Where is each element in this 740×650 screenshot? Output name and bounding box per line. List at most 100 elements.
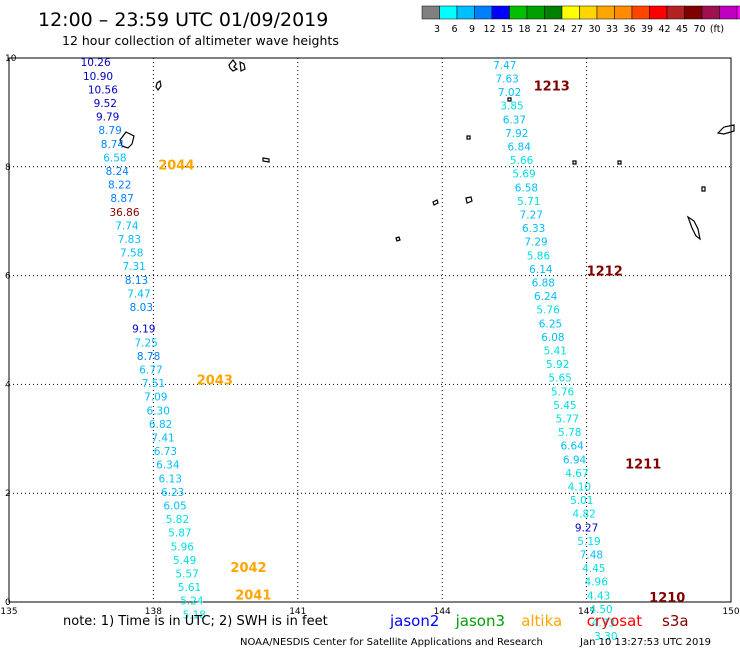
color-swatch <box>544 5 563 20</box>
track-id-label: 2041 <box>235 588 271 603</box>
wave-height-value: 5.92 <box>546 359 569 371</box>
wave-height-value: 7.83 <box>118 234 141 246</box>
color-scale-label: 6 <box>451 24 457 35</box>
color-scale-label: 18 <box>518 24 530 35</box>
wave-height-value: 5.82 <box>166 514 189 526</box>
color-scale-label: 70 <box>693 24 705 35</box>
wave-height-value: 8.03 <box>130 302 153 314</box>
satellite-legend: jason2 jason3 altika cryosat s3a <box>389 612 689 630</box>
wave-height-value: 6.05 <box>163 501 186 513</box>
legend-item-cryosat: cryosat <box>587 612 642 630</box>
island-shape <box>617 160 622 165</box>
island-shape <box>119 131 135 149</box>
wave-height-value: 4.50 <box>589 604 612 616</box>
wave-height-value: 8.13 <box>125 275 148 287</box>
credit-text: NOAA/NESDIS Center for Satellite Applica… <box>240 637 543 648</box>
island-shape <box>395 236 401 242</box>
wave-height-value: 9.52 <box>94 98 117 110</box>
x-tick-label: 144 <box>434 607 451 617</box>
wave-height-value: 6.84 <box>508 141 532 153</box>
wave-height-value: 4.82 <box>572 509 595 521</box>
wave-height-value: 7.63 <box>495 73 518 85</box>
track-id-label: 1210 <box>649 591 685 606</box>
color-scale-label: 24 <box>553 24 565 35</box>
wave-height-value: 6.34 <box>156 460 180 472</box>
wave-height-value: 7.02 <box>498 87 521 99</box>
wave-height-value: 6.82 <box>149 419 172 431</box>
island-shape <box>716 124 735 135</box>
island-shape <box>228 59 239 72</box>
color-swatch <box>456 5 475 20</box>
color-swatch <box>684 5 703 20</box>
wave-height-value: 5.18 <box>183 609 206 621</box>
wave-height-value: 7.29 <box>524 237 547 249</box>
color-swatch <box>596 5 615 20</box>
track-id-label: 2042 <box>230 561 266 576</box>
island-shape <box>262 157 270 163</box>
wave-height-value: 6.33 <box>522 223 545 235</box>
wave-height-value: 8.22 <box>108 180 131 192</box>
color-swatch <box>736 5 740 20</box>
wave-height-value: 6.08 <box>541 332 564 344</box>
wave-height-value: 4.67 <box>565 468 588 480</box>
track-id-label: 1211 <box>625 458 661 473</box>
wave-height-value: 7.92 <box>505 128 528 140</box>
wave-height-value: 7.27 <box>520 209 543 221</box>
wave-height-value: 7.41 <box>151 433 174 445</box>
x-tick-label: 138 <box>145 607 162 617</box>
island-shape <box>572 160 577 165</box>
wave-height-value: 4.10 <box>568 481 591 493</box>
color-swatch <box>526 5 545 20</box>
wave-height-value: 5.66 <box>510 155 534 167</box>
wave-height-value: 3.30 <box>594 631 617 643</box>
wave-height-value: 6.88 <box>532 277 555 289</box>
wave-height-value: 9.79 <box>96 112 119 124</box>
wave-height-value: 5.65 <box>548 373 571 385</box>
wave-height-points: 10.2610.9010.569.529.798.798.746.588.248… <box>81 57 618 643</box>
color-scale-label: 39 <box>641 24 653 35</box>
x-tick-label: 141 <box>289 607 306 617</box>
island-shape <box>701 186 706 192</box>
map-subtitle: 12 hour collection of altimeter wave hei… <box>62 33 339 48</box>
wave-height-value: 7.47 <box>493 60 516 72</box>
wave-height-value: 6.37 <box>503 114 526 126</box>
wave-height-value: 7.25 <box>134 337 157 349</box>
island-shape <box>465 196 473 204</box>
color-swatch <box>421 5 440 20</box>
wave-height-value: 5.76 <box>551 386 575 398</box>
color-swatch <box>491 5 510 20</box>
wave-height-value: 6.73 <box>154 446 177 458</box>
wave-height-value: 6.13 <box>159 473 182 485</box>
wave-height-value: 5.57 <box>175 569 198 581</box>
color-swatch <box>719 5 738 20</box>
island-shape <box>239 60 246 72</box>
island-shape <box>507 97 512 102</box>
wave-height-value: 5.86 <box>527 250 551 262</box>
color-scale-label: 30 <box>588 24 600 35</box>
wave-height-value: 10.90 <box>83 71 113 83</box>
footer-note: note: 1) Time is in UTC; 2) SWH is in fe… <box>63 614 328 629</box>
color-swatch <box>649 5 668 20</box>
wave-height-value: 5.77 <box>556 413 579 425</box>
wave-height-value: 6.30 <box>147 405 170 417</box>
color-scale-label: 36 <box>623 24 635 35</box>
y-tick-label: 8 <box>5 163 11 173</box>
wave-height-value: 7.09 <box>144 392 167 404</box>
wave-height-value: 5.24 <box>180 596 204 608</box>
y-tick-label: 0 <box>5 598 11 608</box>
map-grid: 135 138 141 144 147 150 10 8 6 4 2 0 <box>0 54 739 617</box>
color-swatch <box>579 5 598 20</box>
wave-height-value: 5.87 <box>168 528 191 540</box>
y-tick-label: 10 <box>5 54 17 64</box>
y-tick-label: 6 <box>5 272 11 282</box>
wave-height-value: 4.73 <box>592 617 615 629</box>
island-shape <box>155 80 162 92</box>
color-scale-label: 9 <box>469 24 475 35</box>
wave-height-value: 8.78 <box>137 351 160 363</box>
wave-height-value: 5.19 <box>577 536 600 548</box>
color-swatch <box>561 5 580 20</box>
wave-height-value: 6.14 <box>529 264 553 276</box>
wave-height-value: 5.41 <box>544 345 567 357</box>
wave-height-value: 5.78 <box>558 427 581 439</box>
